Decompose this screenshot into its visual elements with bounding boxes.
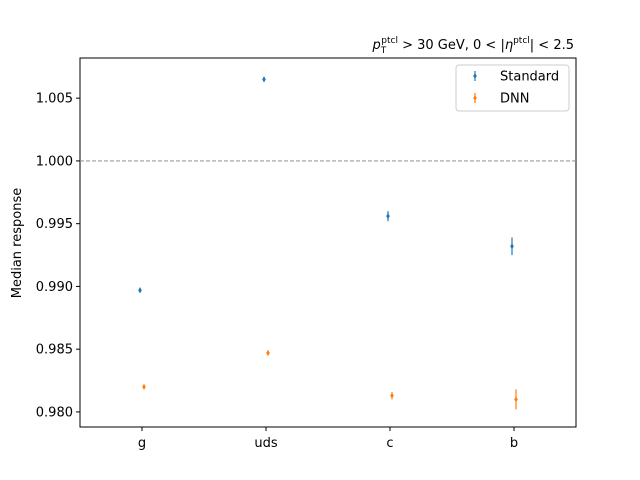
- y-tick-label: 0.985: [36, 343, 73, 358]
- annotation-sub-T: T: [380, 46, 387, 56]
- annotation-sup-ptcl-1: ptcl: [381, 36, 398, 46]
- data-point: [510, 243, 514, 250]
- y-axis: 0.980 0.985 0.990 0.995 1.000 1.005: [36, 92, 80, 420]
- x-tick-label: c: [386, 436, 393, 451]
- x-tick-label: uds: [254, 436, 277, 451]
- annotation-cut-2: | < 2.5: [530, 38, 574, 53]
- legend-box: [455, 64, 570, 112]
- legend-marker: [473, 95, 477, 101]
- data-point: [138, 287, 142, 294]
- x-tick-label: g: [138, 436, 146, 451]
- legend-label: Standard: [500, 70, 559, 85]
- y-tick-label: 1.005: [36, 92, 73, 107]
- data-point: [514, 396, 518, 403]
- y-tick-label: 0.995: [36, 217, 73, 232]
- legend-marker: [473, 73, 477, 79]
- data-point: [390, 392, 394, 399]
- plot-area: [79, 57, 577, 428]
- annotation-p: p: [371, 38, 380, 53]
- data-point: [262, 76, 266, 83]
- data-point: [386, 213, 390, 220]
- data-point: [142, 383, 146, 390]
- y-tick-label: 0.980: [36, 405, 73, 420]
- data-point: [266, 349, 270, 356]
- x-axis: g uds c b: [138, 427, 518, 451]
- y-tick-label: 1.000: [36, 154, 73, 169]
- series-dnn: [142, 349, 518, 410]
- legend-label: DNN: [500, 92, 529, 107]
- annotation-eta: η: [505, 38, 513, 53]
- legend: Standard DNN: [455, 64, 570, 112]
- annotation-cut-1: > 30 GeV, 0 < |: [398, 38, 505, 53]
- data-marks: [138, 76, 518, 410]
- y-axis-title: Median response: [10, 188, 25, 298]
- y-tick-label: 0.990: [36, 280, 73, 295]
- top-annotation: pTptcl > 30 GeV, 0 < |ηptcl| < 2.5: [371, 36, 574, 56]
- series-standard: [138, 76, 514, 294]
- annotation-sup-ptcl-2: ptcl: [513, 36, 530, 46]
- plot-frame: [79, 57, 577, 428]
- x-tick-label: b: [510, 436, 518, 451]
